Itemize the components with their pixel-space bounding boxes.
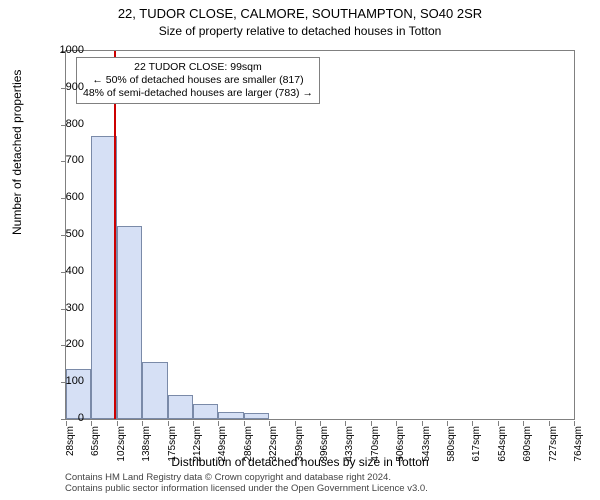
property-marker-line [114,51,116,419]
xtick-label: 212sqm [192,426,203,466]
ytick-label: 300 [66,302,84,314]
chart-title: 22, TUDOR CLOSE, CALMORE, SOUTHAMPTON, S… [0,0,600,22]
y-axis-label: Number of detached properties [10,70,24,235]
histogram-bar [142,362,167,419]
histogram-bar [193,404,218,419]
xtick-label: 286sqm [243,426,254,466]
annotation-line-3: 48% of semi-detached houses are larger (… [83,87,313,100]
xtick-label: 138sqm [141,426,152,466]
xtick-label: 580sqm [446,426,457,466]
xtick-label: 617sqm [471,426,482,466]
ytick-label: 0 [78,412,84,424]
xtick-label: 727sqm [548,426,559,466]
xtick-label: 65sqm [90,426,101,466]
ytick-line [61,419,66,420]
ytick-label: 900 [66,81,84,93]
xtick-label: 690sqm [522,426,533,466]
histogram-bar [91,136,116,419]
ytick-label: 200 [66,338,84,350]
xtick-label: 396sqm [319,426,330,466]
annotation-line-2: ← 50% of detached houses are smaller (81… [83,74,313,87]
xtick-label: 359sqm [294,426,305,466]
xtick-label: 102sqm [116,426,127,466]
histogram-bar [244,413,269,419]
footer-line-1: Contains HM Land Registry data © Crown c… [65,472,428,483]
xtick-label: 543sqm [421,426,432,466]
plot-area: 22 TUDOR CLOSE: 99sqm← 50% of detached h… [65,50,575,420]
annotation-line-1: 22 TUDOR CLOSE: 99sqm [83,61,313,74]
xtick-label: 470sqm [370,426,381,466]
footer-line-2: Contains public sector information licen… [65,483,428,494]
histogram-bar [168,395,193,419]
histogram-bar [117,226,142,419]
xtick-label: 322sqm [268,426,279,466]
xtick-label: 249sqm [217,426,228,466]
xtick-label: 764sqm [573,426,584,466]
chart-subtitle: Size of property relative to detached ho… [0,22,600,38]
plot-wrap: 22 TUDOR CLOSE: 99sqm← 50% of detached h… [65,50,575,420]
ytick-label: 100 [66,375,84,387]
xtick-label: 433sqm [344,426,355,466]
ytick-label: 500 [66,228,84,240]
ytick-label: 700 [66,154,84,166]
xtick-label: 654sqm [497,426,508,466]
ytick-label: 400 [66,265,84,277]
ytick-label: 1000 [60,44,84,56]
histogram-bar [218,412,243,419]
footer-attribution: Contains HM Land Registry data © Crown c… [65,472,428,495]
xtick-label: 506sqm [395,426,406,466]
ytick-label: 600 [66,191,84,203]
xtick-label: 175sqm [167,426,178,466]
xtick-label: 28sqm [65,426,76,466]
annotation-box: 22 TUDOR CLOSE: 99sqm← 50% of detached h… [76,57,320,104]
chart-container: 22, TUDOR CLOSE, CALMORE, SOUTHAMPTON, S… [0,0,600,500]
ytick-label: 800 [66,118,84,130]
